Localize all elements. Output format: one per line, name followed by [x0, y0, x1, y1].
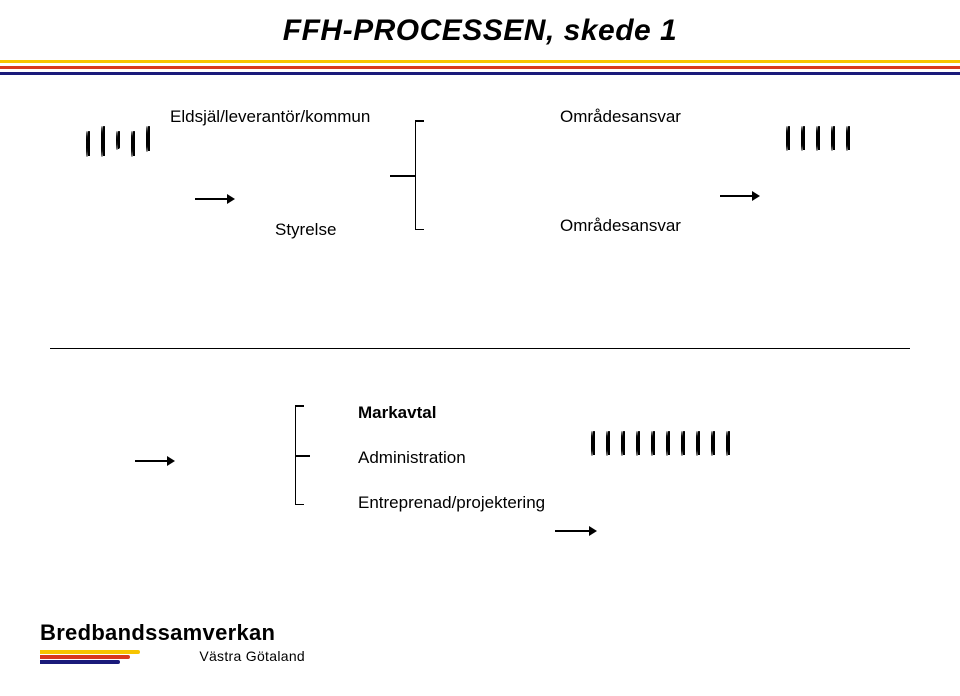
bottom-right-grid — [590, 440, 740, 448]
horizontal-divider — [50, 348, 910, 349]
eldsjal-red-icon — [140, 102, 155, 106]
markavtal-icon — [330, 398, 345, 402]
logo-stripes: Västra Götaland — [40, 650, 305, 668]
styrelse-label: Styrelse — [275, 220, 336, 240]
logo-title: Bredbandssamverkan — [40, 620, 305, 646]
arrow-4 — [555, 530, 595, 532]
logo: Bredbandssamverkan Västra Götaland — [40, 620, 305, 668]
arrow-3 — [135, 460, 173, 462]
right-people-grid — [785, 135, 860, 143]
bracket-1-stem — [390, 175, 415, 177]
bracket-2-stem — [295, 455, 310, 457]
omrades1-label: Områdesansvar — [560, 107, 681, 127]
omrades1-icons — [500, 101, 530, 105]
bottom-mid-red — [595, 398, 610, 402]
page-title: FFH-PROCESSEN, skede 1 — [0, 14, 960, 48]
admin-icon — [330, 443, 345, 447]
markavtal-label: Markavtal — [358, 403, 436, 423]
arrow-1 — [195, 198, 233, 200]
header-stripes — [0, 60, 960, 78]
bottom-mid-solid-group — [630, 398, 690, 402]
eldsjal-label: Eldsjäl/leverantör/kommun — [170, 107, 370, 127]
omrades2-label: Områdesansvar — [560, 216, 681, 236]
styrelse-icons — [270, 180, 330, 184]
admin-label: Administration — [358, 448, 466, 468]
bottom-left-pair-2 — [215, 480, 245, 484]
bracket-1 — [415, 120, 416, 230]
logo-subtitle: Västra Götaland — [199, 648, 305, 664]
right-red-icon — [820, 102, 835, 106]
top-left-people-grid — [85, 135, 160, 152]
arrow-2 — [720, 195, 758, 197]
omrades2-icons — [500, 210, 530, 214]
entreprenad-label: Entreprenad/projektering — [358, 493, 545, 513]
entreprenad-icon — [330, 488, 345, 492]
bottom-left-pair-1 — [215, 400, 245, 404]
